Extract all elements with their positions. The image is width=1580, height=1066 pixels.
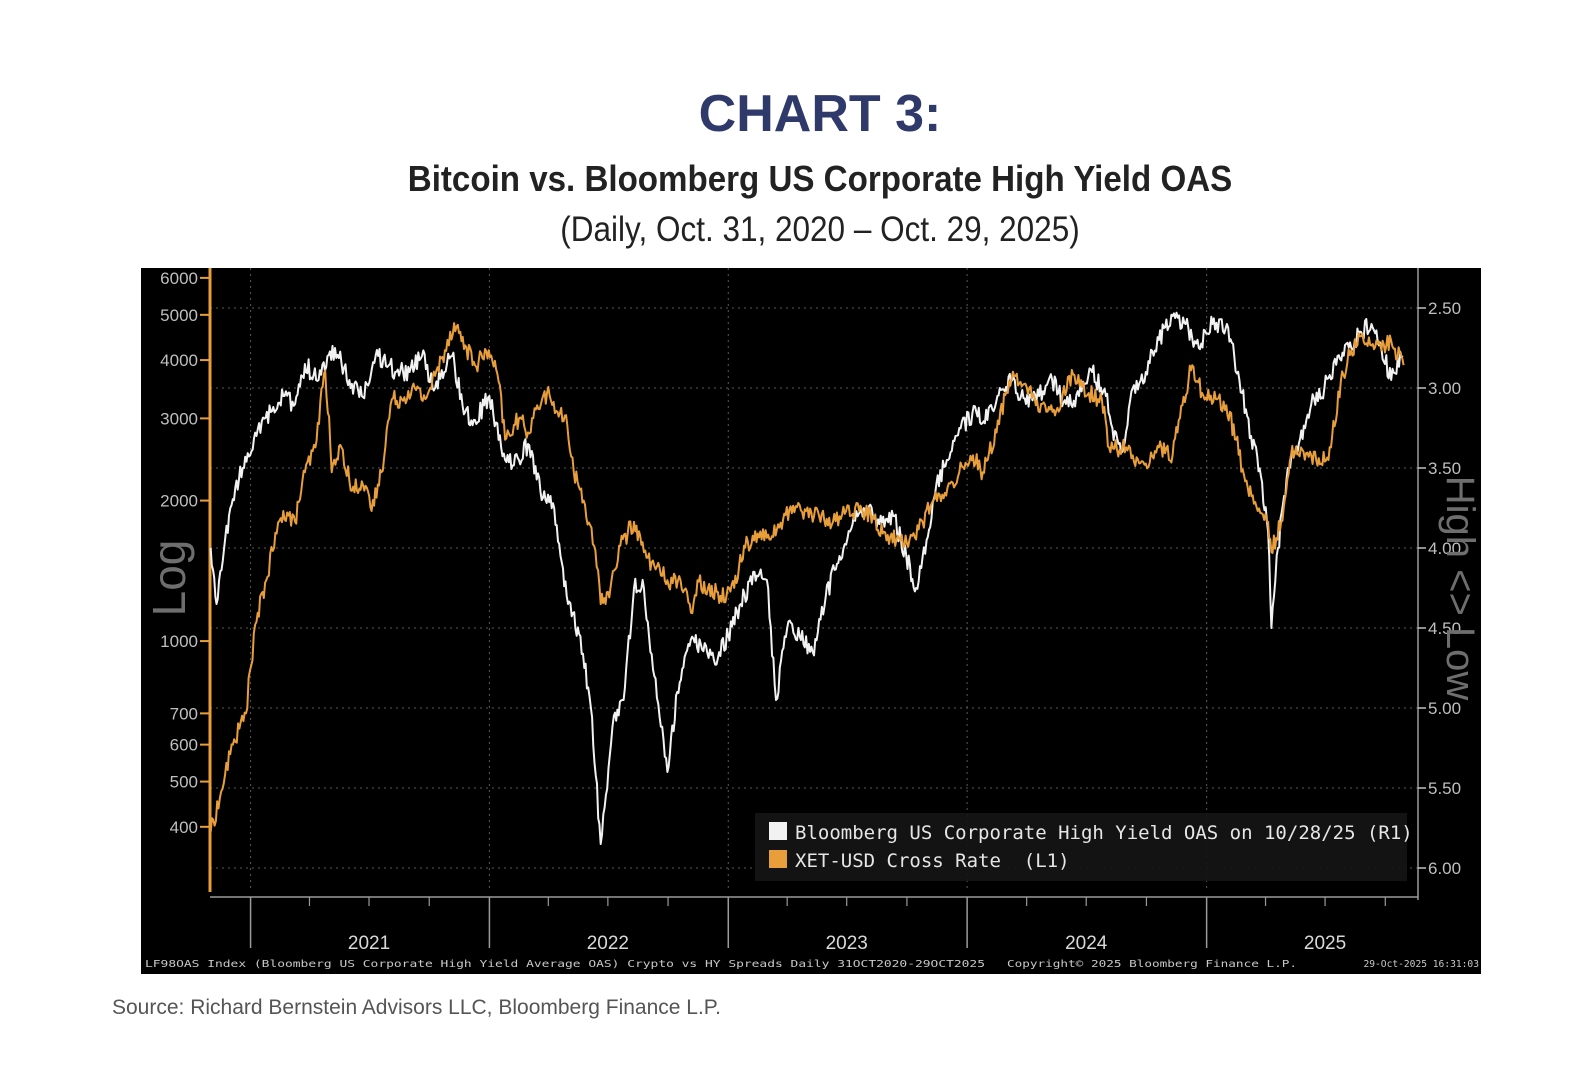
right-tick-label: 5.00: [1428, 699, 1461, 718]
x-tick-label: 2024: [1065, 933, 1108, 954]
left-tick-label: 5000: [160, 306, 198, 325]
x-tick-label: 2021: [348, 933, 390, 954]
left-tick-label: 6000: [160, 269, 198, 288]
series-lines: [209, 311, 1405, 845]
left-tick-label: 600: [170, 736, 198, 755]
chart-heading: CHART 3:: [698, 85, 942, 143]
left-axis-ticks: 400 500 600 700 1000 2000 3000 4000 5000 6000: [160, 269, 210, 837]
series-line-btc: [209, 322, 1405, 832]
axes: [208, 268, 1419, 900]
chart-title: Bitcoin vs. Bloomberg US Corporate High …: [407, 158, 1233, 199]
right-tick-label: 4.00: [1428, 539, 1461, 558]
chart-svg: 400 500 600 700 1000 2000 3000 4000 5000 6000 2.5…: [143, 268, 1481, 970]
left-tick-label: 700: [170, 704, 198, 723]
series-line-oas: [209, 311, 1404, 845]
legend-swatch-oas: [769, 822, 787, 840]
right-axis-label: High <> Low: [1438, 476, 1481, 701]
chart-subtitle: (Daily, Oct. 31, 2020 – Oct. 29, 2025): [560, 210, 1080, 249]
left-tick-label: 400: [170, 818, 198, 837]
x-tick-label: 2023: [826, 933, 868, 954]
left-tick-label: 3000: [160, 409, 198, 428]
right-axis-ticks: 2.50 3.00 3.50 4.00 4.50 5.00 5.50 6.00: [1418, 299, 1461, 878]
right-tick-label: 6.00: [1428, 859, 1461, 878]
x-axis-ticks: 2021 2022 2023 2024 2025: [249, 897, 1386, 954]
right-tick-label: 3.00: [1428, 379, 1461, 398]
footer-copyright: Copyright© 2025 Bloomberg Finance L.P.: [1007, 959, 1297, 970]
footer-index-description: LF98OAS Index (Bloomberg US Corporate Hi…: [145, 959, 985, 970]
right-tick-label: 2.50: [1428, 299, 1461, 318]
legend-label-btc: XET-USD Cross Rate (L1): [795, 850, 1070, 872]
left-tick-label: 1000: [160, 632, 198, 651]
left-tick-label: 500: [170, 773, 198, 792]
left-axis-label: Log: [143, 540, 195, 617]
right-tick-label: 4.50: [1428, 619, 1461, 638]
left-tick-label: 4000: [160, 351, 198, 370]
chart-panel: 400 500 600 700 1000 2000 3000 4000 5000 6000 2.5…: [141, 268, 1481, 974]
x-tick-label: 2025: [1304, 933, 1346, 954]
source-note: Source: Richard Bernstein Advisors LLC, …: [112, 996, 721, 1019]
x-tick-label: 2022: [587, 933, 629, 954]
legend: Bloomberg US Corporate High Yield OAS on…: [755, 813, 1413, 881]
grid-lines: [210, 268, 1418, 892]
legend-swatch-btc: [769, 850, 787, 868]
legend-label-oas: Bloomberg US Corporate High Yield OAS on…: [795, 822, 1413, 844]
legend-box: [755, 813, 1407, 881]
left-tick-label: 2000: [160, 492, 198, 511]
right-tick-label: 5.50: [1428, 779, 1461, 798]
footer-timestamp: 29-Oct-2025 16:31:03: [1363, 959, 1479, 970]
right-tick-label: 3.50: [1428, 459, 1461, 478]
